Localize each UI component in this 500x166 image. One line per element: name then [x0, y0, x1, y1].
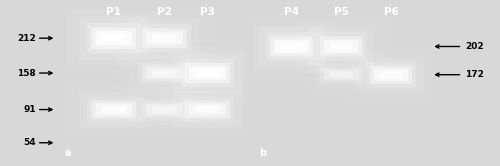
FancyBboxPatch shape: [374, 69, 408, 81]
FancyBboxPatch shape: [380, 71, 402, 79]
FancyBboxPatch shape: [189, 103, 226, 116]
FancyBboxPatch shape: [324, 70, 358, 80]
FancyBboxPatch shape: [152, 34, 176, 42]
FancyBboxPatch shape: [308, 27, 374, 66]
FancyBboxPatch shape: [79, 16, 148, 60]
Text: 158: 158: [17, 69, 36, 78]
Text: P2: P2: [157, 7, 172, 17]
Text: 212: 212: [17, 34, 36, 43]
Text: P4: P4: [284, 7, 299, 17]
FancyBboxPatch shape: [66, 9, 161, 67]
FancyBboxPatch shape: [280, 42, 303, 51]
FancyBboxPatch shape: [102, 106, 126, 114]
FancyBboxPatch shape: [266, 32, 317, 61]
FancyBboxPatch shape: [87, 23, 141, 53]
Text: 54: 54: [23, 138, 36, 147]
FancyBboxPatch shape: [330, 42, 353, 51]
Text: P6: P6: [384, 7, 398, 17]
FancyBboxPatch shape: [196, 106, 220, 114]
FancyBboxPatch shape: [138, 61, 191, 85]
Text: 202: 202: [465, 42, 483, 51]
FancyBboxPatch shape: [181, 59, 234, 87]
FancyBboxPatch shape: [366, 62, 416, 88]
FancyBboxPatch shape: [152, 106, 176, 113]
FancyBboxPatch shape: [138, 98, 191, 121]
Text: b: b: [260, 148, 266, 158]
FancyBboxPatch shape: [320, 37, 362, 56]
FancyBboxPatch shape: [324, 40, 358, 53]
FancyBboxPatch shape: [258, 27, 324, 66]
FancyBboxPatch shape: [181, 97, 234, 123]
FancyBboxPatch shape: [142, 28, 187, 48]
FancyBboxPatch shape: [270, 37, 313, 56]
FancyBboxPatch shape: [96, 31, 132, 45]
FancyBboxPatch shape: [370, 66, 412, 84]
FancyBboxPatch shape: [102, 34, 126, 42]
FancyBboxPatch shape: [79, 91, 148, 128]
Text: a: a: [65, 148, 71, 158]
FancyBboxPatch shape: [146, 67, 183, 79]
FancyBboxPatch shape: [185, 100, 230, 119]
FancyBboxPatch shape: [138, 24, 191, 52]
FancyBboxPatch shape: [320, 67, 362, 82]
FancyBboxPatch shape: [316, 64, 366, 85]
Text: P3: P3: [200, 7, 215, 17]
Text: 172: 172: [465, 70, 484, 79]
FancyBboxPatch shape: [142, 65, 187, 81]
Text: P1: P1: [106, 7, 121, 17]
Text: 91: 91: [23, 105, 36, 114]
FancyBboxPatch shape: [146, 104, 183, 115]
FancyBboxPatch shape: [152, 69, 176, 77]
FancyBboxPatch shape: [142, 101, 187, 118]
FancyBboxPatch shape: [96, 103, 132, 116]
FancyBboxPatch shape: [130, 93, 199, 126]
FancyBboxPatch shape: [91, 27, 136, 49]
FancyBboxPatch shape: [358, 57, 424, 93]
FancyBboxPatch shape: [91, 100, 136, 119]
FancyBboxPatch shape: [189, 66, 226, 80]
FancyBboxPatch shape: [330, 71, 353, 78]
FancyBboxPatch shape: [172, 91, 242, 128]
FancyBboxPatch shape: [146, 32, 183, 45]
FancyBboxPatch shape: [172, 53, 242, 93]
FancyBboxPatch shape: [196, 69, 220, 77]
FancyBboxPatch shape: [160, 46, 255, 100]
FancyBboxPatch shape: [316, 32, 366, 61]
FancyBboxPatch shape: [130, 57, 199, 89]
FancyBboxPatch shape: [185, 63, 230, 83]
FancyBboxPatch shape: [247, 20, 336, 73]
Text: P5: P5: [334, 7, 348, 17]
FancyBboxPatch shape: [274, 40, 309, 53]
FancyBboxPatch shape: [130, 18, 199, 58]
FancyBboxPatch shape: [87, 97, 141, 123]
